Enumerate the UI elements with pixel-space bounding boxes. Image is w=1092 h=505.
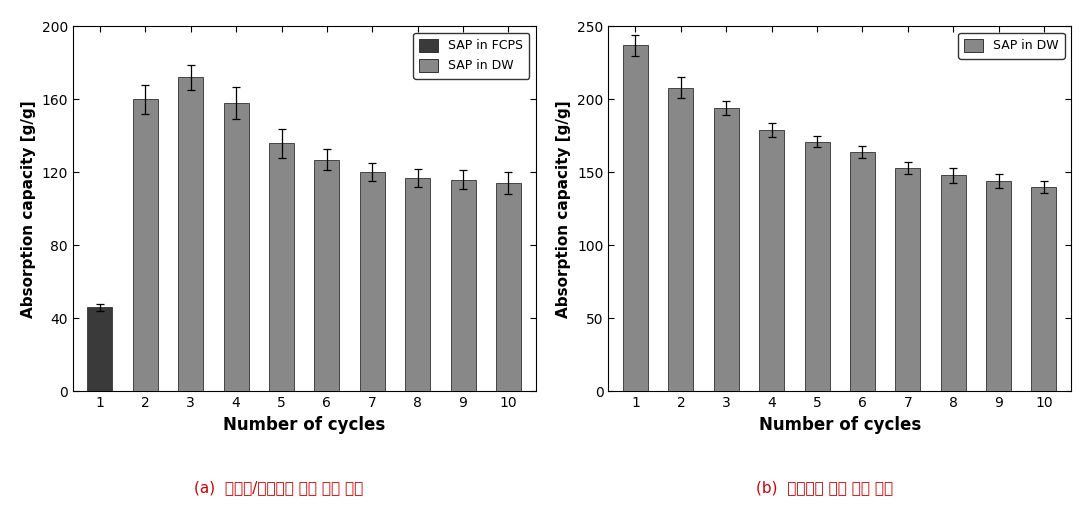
- Bar: [87, 308, 112, 391]
- Bar: [1032, 187, 1056, 391]
- Bar: [759, 130, 784, 391]
- Bar: [668, 88, 693, 391]
- Text: (a)  배합수/유입수에 의한 반복 팽윤: (a) 배합수/유입수에 의한 반복 팽윤: [194, 480, 363, 495]
- X-axis label: Number of cycles: Number of cycles: [223, 416, 385, 434]
- Legend: SAP in FCPS, SAP in DW: SAP in FCPS, SAP in DW: [413, 33, 530, 79]
- Bar: [624, 45, 648, 391]
- Bar: [314, 160, 340, 391]
- Text: (b)  유입수에 의한 반복 팽윤: (b) 유입수에 의한 반복 팽윤: [756, 480, 893, 495]
- Bar: [805, 141, 830, 391]
- X-axis label: Number of cycles: Number of cycles: [759, 416, 921, 434]
- Bar: [714, 108, 739, 391]
- Bar: [940, 175, 965, 391]
- Y-axis label: Absorption capacity [g/g]: Absorption capacity [g/g]: [557, 100, 571, 318]
- Bar: [895, 168, 921, 391]
- Bar: [224, 103, 249, 391]
- Bar: [133, 99, 158, 391]
- Y-axis label: Absorption capacity [g/g]: Absorption capacity [g/g]: [21, 100, 36, 318]
- Bar: [269, 143, 294, 391]
- Bar: [359, 172, 384, 391]
- Bar: [451, 180, 475, 391]
- Bar: [405, 178, 430, 391]
- Legend: SAP in DW: SAP in DW: [958, 33, 1065, 59]
- Bar: [850, 152, 875, 391]
- Bar: [986, 181, 1011, 391]
- Bar: [496, 183, 521, 391]
- Bar: [178, 77, 203, 391]
